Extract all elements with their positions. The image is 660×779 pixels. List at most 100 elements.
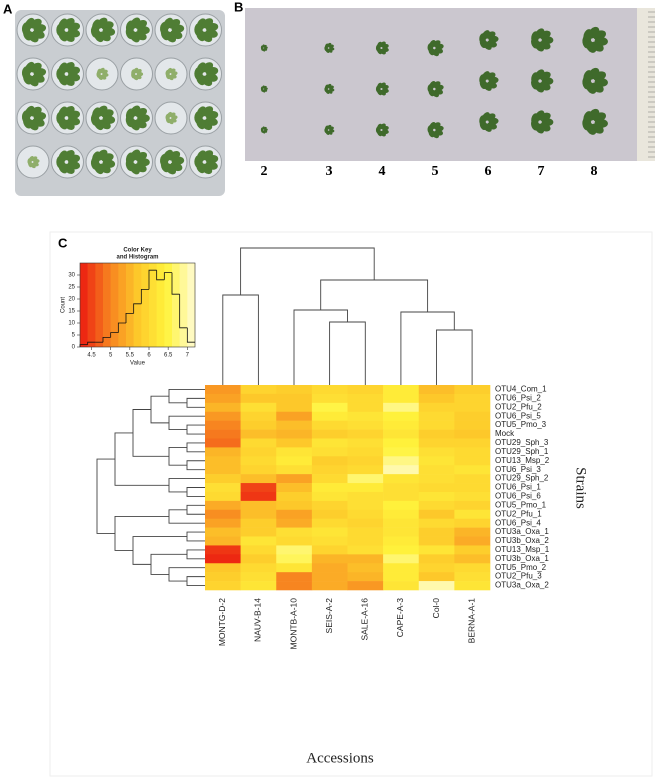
leaf <box>377 88 383 96</box>
histogram-step <box>140 289 149 304</box>
heat-cell <box>347 402 384 413</box>
size-label: 8 <box>591 164 598 179</box>
leaf <box>583 70 593 84</box>
leaf <box>131 69 136 76</box>
heat-cell <box>240 554 277 564</box>
leaf <box>134 118 147 129</box>
leaf <box>531 36 540 49</box>
heat-cell <box>383 536 420 546</box>
key-band <box>95 263 104 347</box>
key-band <box>164 263 173 347</box>
key-y-tick-label: 30 <box>68 273 75 279</box>
heat-cell <box>311 402 348 413</box>
well <box>51 13 84 47</box>
key-title: and Histogram <box>116 255 158 261</box>
leaf <box>327 89 333 94</box>
panel-label: A <box>3 1 13 16</box>
heat-cell <box>311 581 348 591</box>
leaf <box>125 152 135 165</box>
heat-cell <box>240 500 277 511</box>
leaf <box>134 162 147 173</box>
heat-cell <box>276 402 313 413</box>
row-label: OTU29_Sph_3 <box>495 438 549 447</box>
heat-cell <box>240 536 277 546</box>
leaf <box>58 117 68 130</box>
heat-cell <box>383 429 420 439</box>
leaf <box>58 73 68 86</box>
leaf <box>30 106 42 117</box>
heat-cell <box>454 545 491 555</box>
leaf <box>482 71 490 81</box>
heat-cell <box>418 429 455 439</box>
histogram-step <box>102 337 111 343</box>
heat-cell <box>454 474 491 484</box>
heat-cell <box>311 518 348 528</box>
tree-branch <box>186 460 205 471</box>
heat-cell <box>276 420 313 430</box>
heat-cell <box>276 563 313 573</box>
tree-branch <box>186 549 205 560</box>
heat-cell <box>418 491 455 502</box>
key-y-tick-label: 5 <box>72 333 76 339</box>
heat-cell <box>205 527 241 537</box>
leaf <box>135 19 147 30</box>
heat-cell <box>311 393 348 404</box>
heat-cell <box>311 527 348 537</box>
leaf <box>21 66 31 79</box>
histogram-step <box>148 269 157 290</box>
heat-cell <box>205 563 241 573</box>
heat-cell <box>205 536 241 546</box>
key-band <box>87 263 96 347</box>
leaf <box>201 106 214 117</box>
heat-cell <box>205 491 241 502</box>
heat-cell <box>454 554 491 564</box>
leaf <box>585 40 597 53</box>
leaf <box>260 86 264 91</box>
heat-cell <box>383 465 420 475</box>
leaf <box>539 112 551 122</box>
row-dendrogram <box>96 389 205 586</box>
leaf <box>583 111 593 125</box>
heat-cell <box>383 438 420 448</box>
leaf <box>377 129 383 137</box>
row-label: OTU6_Psi_6 <box>495 492 541 501</box>
heat-cell <box>240 456 277 466</box>
heat-cell <box>311 500 348 511</box>
leaf <box>58 62 68 75</box>
heat-cell <box>347 385 384 395</box>
leaf <box>434 129 444 136</box>
heat-cell <box>454 429 491 439</box>
heat-cell <box>383 491 420 502</box>
heat-cell <box>347 456 384 466</box>
heat-cell <box>240 438 277 448</box>
row-label: OTU6_Psi_4 <box>495 518 541 527</box>
leaf <box>135 68 142 74</box>
leaf <box>102 115 116 124</box>
leaf <box>434 47 444 54</box>
leaf <box>488 76 499 84</box>
key-x-tick-label: 7 <box>186 353 190 359</box>
column-label: MONTB-A-10 <box>288 598 298 650</box>
heat-cell <box>240 563 277 573</box>
row-label: OTU2_Pfu_3 <box>495 572 542 581</box>
histogram-step <box>133 303 142 314</box>
leaf <box>432 81 441 88</box>
heat-cell <box>311 545 348 555</box>
heat-cell <box>454 527 491 537</box>
heat-cell <box>311 536 348 546</box>
leaf <box>102 159 116 168</box>
heat-cell <box>347 563 384 573</box>
row-label: OTU5_Pmo_2 <box>495 563 547 572</box>
key-title: Color Key <box>123 248 152 254</box>
leaf <box>125 108 135 121</box>
row-label: OTU6_Psi_2 <box>495 393 541 402</box>
histogram-step <box>110 332 119 338</box>
leaf <box>96 17 108 29</box>
leaf <box>67 110 81 120</box>
leaf <box>262 130 266 134</box>
heat-cell <box>311 572 348 582</box>
heat-cell <box>240 402 277 413</box>
well <box>189 57 222 91</box>
key-x-label: Value <box>130 361 146 367</box>
size-label: 4 <box>379 164 386 179</box>
